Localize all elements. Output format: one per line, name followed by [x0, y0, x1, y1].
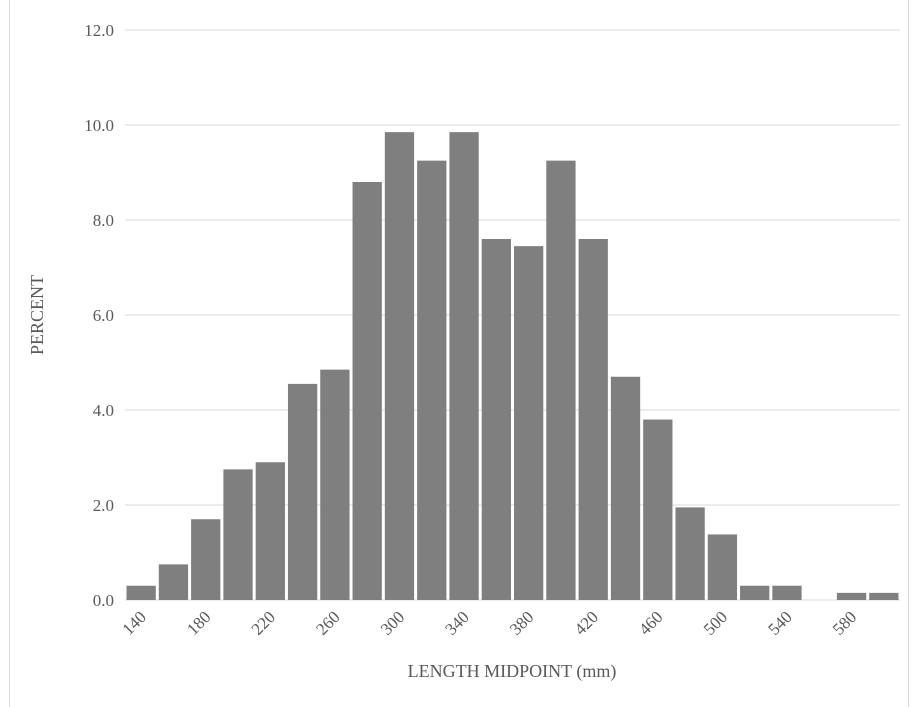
x-tick-label: 140: [119, 607, 150, 638]
histogram-chart: 0.0 2.0 4.0 6.0 8.0 10.0 12.0 140 180 220 260 300 3…: [27, 21, 900, 682]
x-tick-label: 460: [635, 607, 666, 638]
x-tick-label: 180: [183, 607, 214, 638]
y-tick-label: 10.0: [84, 116, 114, 135]
bar-440: [610, 376, 641, 600]
x-tick-label: 220: [248, 607, 279, 638]
y-tick-label: 8.0: [93, 211, 114, 230]
bar-300: [384, 132, 415, 601]
bar-260: [320, 369, 350, 601]
bar-580: [836, 592, 867, 601]
bar-200: [223, 469, 253, 601]
x-tick-label: 500: [700, 607, 731, 638]
bars: [126, 132, 899, 601]
bar-380: [514, 246, 544, 601]
x-tick-label: 380: [506, 607, 537, 638]
y-tick-label: 6.0: [93, 306, 114, 325]
y-tick-label: 12.0: [84, 21, 114, 40]
x-axis-title: LENGTH MIDPOINT (mm): [408, 661, 617, 682]
bar-280: [352, 182, 382, 600]
x-tick-label: 420: [571, 607, 602, 638]
x-tick-label: 580: [829, 607, 860, 638]
bar-600: [869, 592, 899, 601]
bar-540: [772, 585, 802, 600]
chart-frame: 0.0 2.0 4.0 6.0 8.0 10.0 12.0 140 180 220 260 300 3…: [9, 0, 909, 707]
gridlines: [125, 29, 900, 601]
bar-320: [417, 160, 447, 601]
y-tick-label: 0.0: [93, 591, 114, 610]
bar-340: [449, 132, 479, 601]
bar-160: [158, 564, 189, 601]
bar-400: [546, 160, 576, 601]
bar-460: [643, 419, 673, 600]
bar-360: [481, 239, 511, 600]
y-tick-label: 4.0: [93, 401, 114, 420]
x-tick-label: 340: [441, 607, 472, 638]
bar-220: [255, 462, 285, 600]
bar-520: [740, 585, 770, 600]
bar-500: [707, 534, 738, 600]
y-axis-title: PERCENT: [27, 275, 47, 355]
bar-240: [287, 383, 318, 601]
bar-480: [675, 507, 705, 601]
bar-420: [578, 239, 608, 600]
bar-180: [191, 519, 221, 600]
x-tick-label: 540: [764, 607, 795, 638]
x-tick-label: 260: [312, 607, 343, 638]
y-tick-label: 2.0: [93, 496, 114, 515]
x-tick-label: 300: [377, 607, 408, 638]
y-tick-labels: 0.0 2.0 4.0 6.0 8.0 10.0 12.0: [84, 21, 114, 610]
bar-140: [126, 585, 156, 600]
x-tick-labels: 140 180 220 260 300 340 380 420 460 500 540 580: [119, 607, 861, 638]
